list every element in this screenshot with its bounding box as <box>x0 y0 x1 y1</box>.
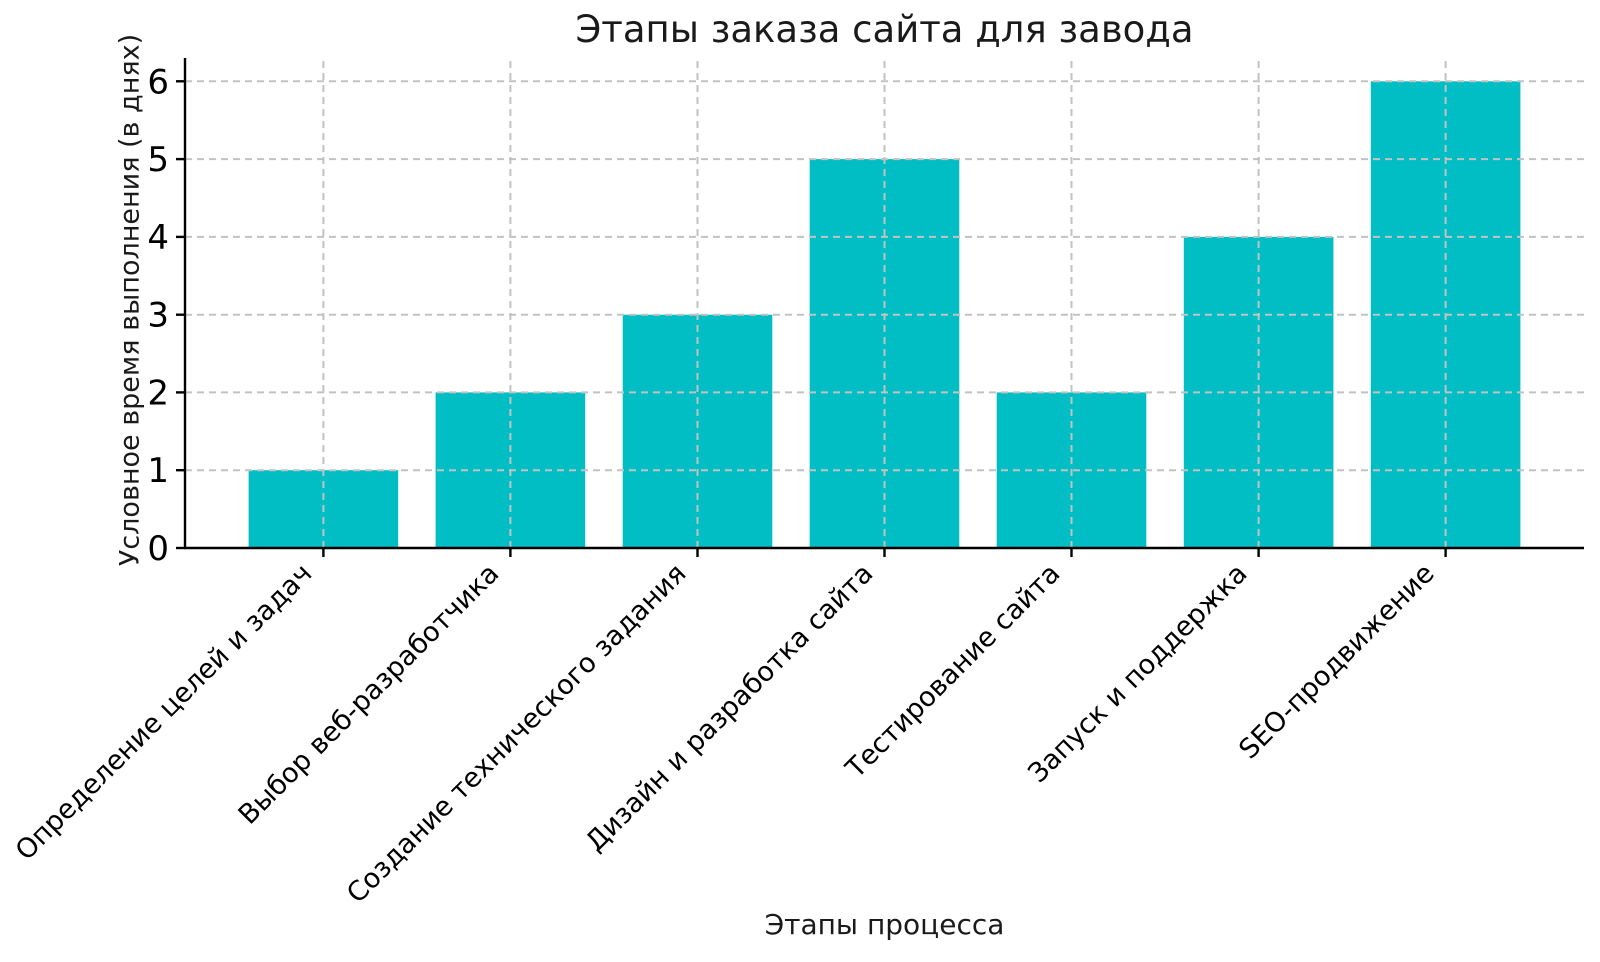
y-tick-label: 6 <box>147 62 169 102</box>
x-tick-label: Создание технического задания <box>341 558 692 909</box>
y-tick-label: 5 <box>147 140 169 180</box>
x-tick-label: Тестирование сайта <box>840 558 1067 785</box>
y-tick-label: 1 <box>147 451 169 491</box>
y-tick-label: 4 <box>147 218 169 258</box>
x-tick-label: Определение целей и задач <box>10 558 319 867</box>
chart-title: Этапы заказа сайта для завода <box>575 8 1194 51</box>
x-axis-label: Этапы процесса <box>764 908 1005 941</box>
y-tick-label: 3 <box>147 296 169 336</box>
x-tick-label: Запуск и поддержка <box>1022 558 1253 789</box>
x-tick-label: SEO-продвижение <box>1233 558 1440 765</box>
y-tick-label: 0 <box>147 529 169 569</box>
y-tick-label: 2 <box>147 373 169 413</box>
